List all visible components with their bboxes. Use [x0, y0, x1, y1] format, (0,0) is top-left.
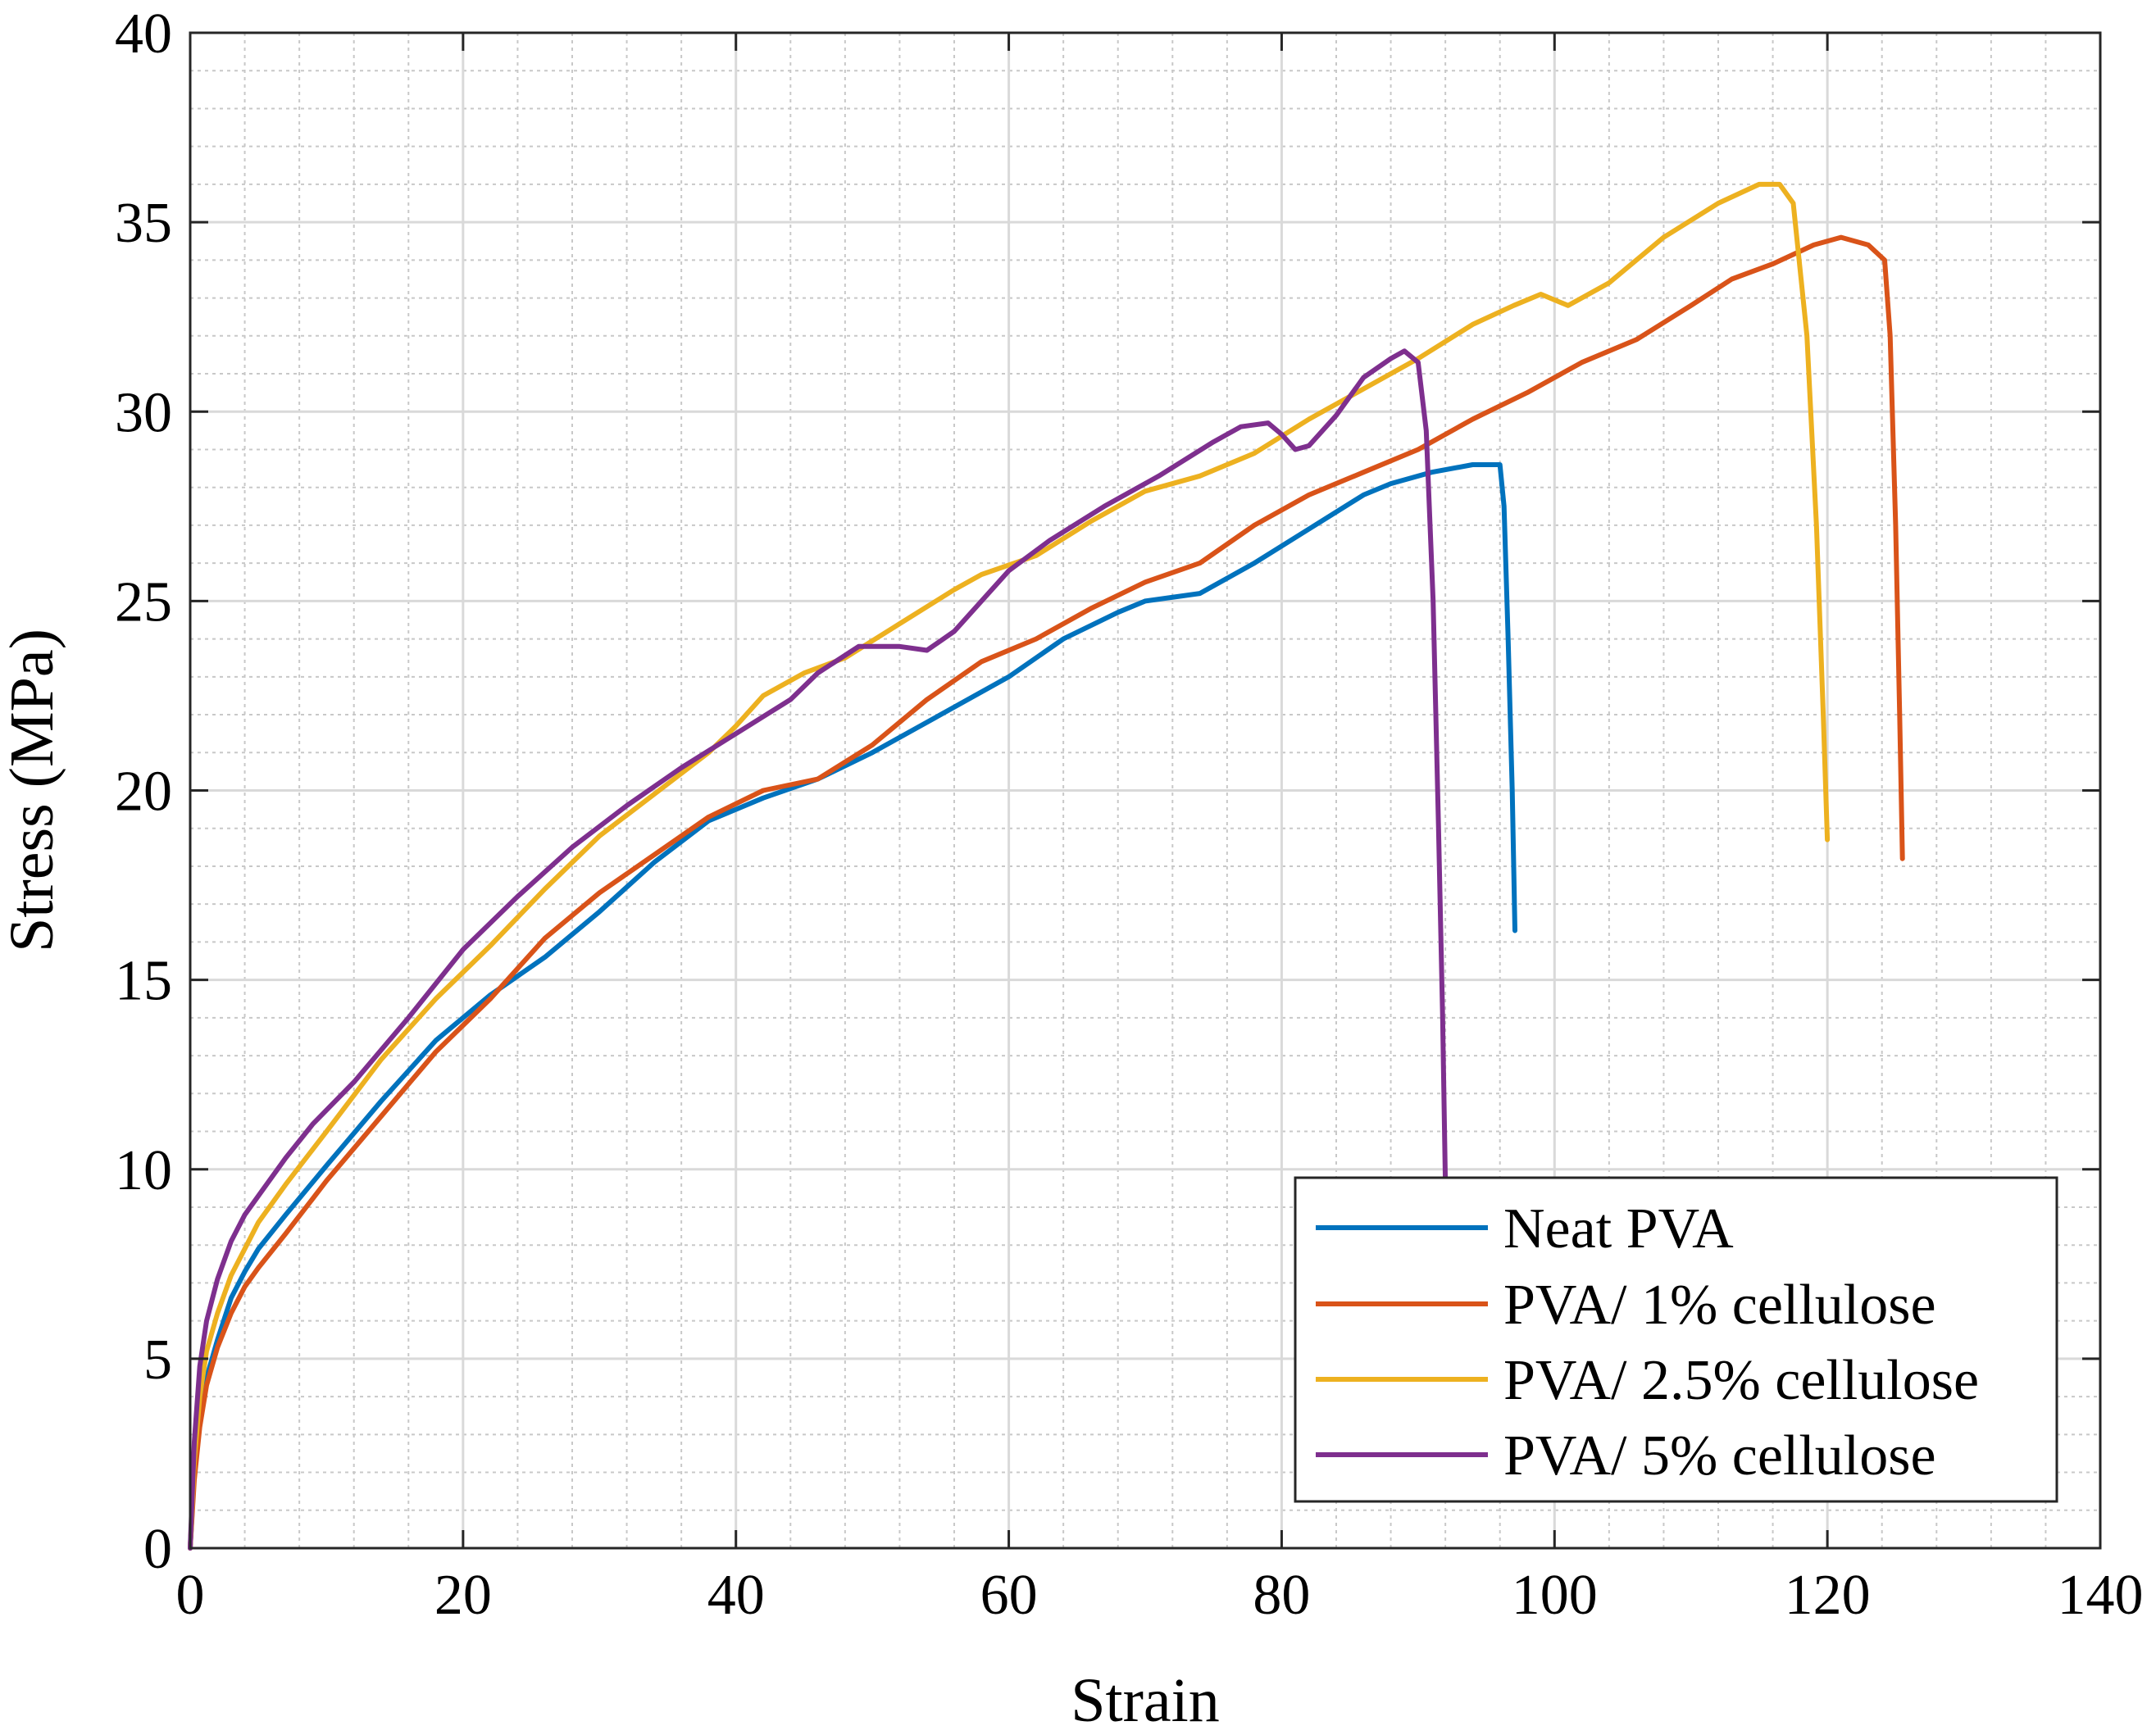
x-tick-label: 0	[176, 1564, 205, 1627]
x-axis-label: Strain	[1071, 1666, 1220, 1735]
y-tick-label: 15	[115, 950, 172, 1013]
legend-box	[1294, 1176, 2058, 1503]
axis-ticks	[189, 31, 2102, 1550]
legend-label-4: PVA/ 5% cellulose	[1503, 1424, 1936, 1487]
x-tick-label: 120	[1785, 1564, 1871, 1627]
x-tick-label: 40	[707, 1564, 765, 1627]
series-line-4	[188, 348, 1449, 1551]
major-grid	[190, 33, 2100, 1548]
y-tick-label: 0	[143, 1518, 172, 1581]
x-tick-label: 100	[1512, 1564, 1598, 1627]
x-tick-label: 140	[2058, 1564, 2144, 1627]
x-tick-label: 80	[1253, 1564, 1310, 1627]
series-line-3	[188, 181, 1831, 1551]
tick-labels: 0 20 40 60 80 100 120 140 0 5 10 15 20 25 30 35 40	[115, 2, 2144, 1627]
y-tick-label: 40	[115, 2, 172, 66]
legend-label-3: PVA/ 2.5% cellulose	[1503, 1349, 1979, 1412]
y-tick-label: 30	[115, 381, 172, 444]
y-tick-label: 5	[143, 1329, 172, 1392]
y-tick-label: 25	[115, 570, 172, 634]
series-lines	[188, 181, 1905, 1551]
legend: Neat PVA PVA/ 1% cellulose PVA/ 2.5% cellu…	[1294, 1176, 2058, 1503]
x-tick-label: 60	[980, 1564, 1038, 1627]
y-tick-label: 20	[115, 761, 172, 824]
legend-label-1: Neat PVA	[1503, 1197, 1734, 1260]
legend-label-2: PVA/ 1% cellulose	[1503, 1274, 1936, 1337]
y-tick-label: 35	[115, 192, 172, 255]
y-tick-label: 10	[115, 1139, 172, 1202]
y-axis-label: Stress (MPa)	[0, 629, 66, 952]
x-tick-label: 20	[434, 1564, 492, 1627]
